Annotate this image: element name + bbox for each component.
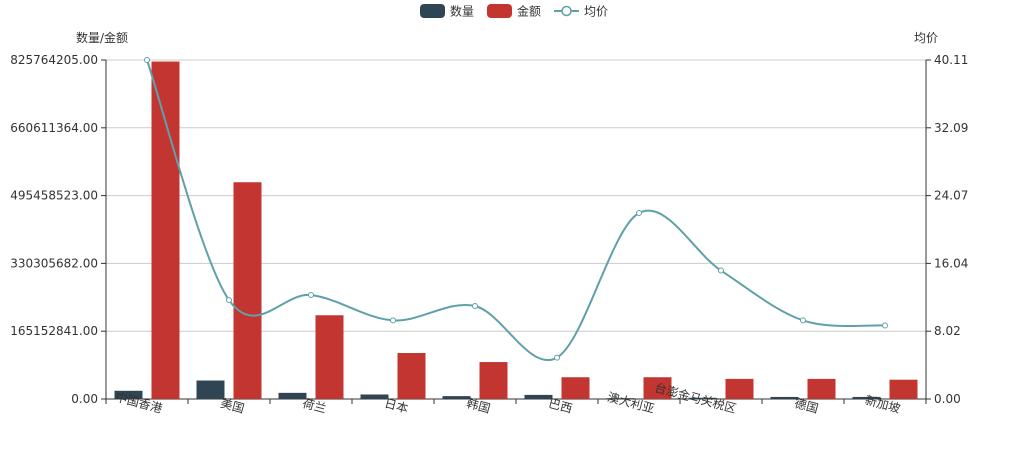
avg-price-point[interactable]	[554, 354, 560, 361]
bar-amount[interactable]	[479, 362, 508, 399]
legend-swatch	[420, 4, 445, 18]
avg-price-point[interactable]	[144, 57, 150, 63]
bar-quantity[interactable]	[606, 398, 635, 399]
avg-price-point[interactable]	[226, 297, 232, 304]
bar-quantity[interactable]	[770, 396, 799, 399]
y-axis-left-label: 数量/金额	[76, 30, 128, 45]
legend[interactable]: 数量 金额 均价	[420, 4, 608, 19]
legend-swatch	[487, 4, 512, 18]
y-axis-right-label: 均价	[914, 31, 938, 45]
bar-amount[interactable]	[561, 377, 590, 399]
avg-price-point[interactable]	[472, 303, 478, 310]
avg-price-point[interactable]	[882, 322, 888, 329]
y-left-tick-label: 330305682.00	[10, 256, 98, 270]
x-tick-label: 日本	[383, 396, 410, 416]
y-right-tick-label: 32.09	[934, 121, 968, 135]
bar-quantity[interactable]	[278, 392, 307, 399]
y-left-tick-label: 0.00	[71, 392, 98, 406]
legend-item-2[interactable]: 均价	[554, 5, 608, 19]
bar-quantity[interactable]	[688, 397, 717, 399]
avg-price-point[interactable]	[718, 267, 724, 274]
bar-quantity[interactable]	[114, 390, 143, 399]
y-right-tick-label: 8.02	[934, 324, 961, 338]
legend-label: 金额	[517, 4, 541, 19]
bar-amount[interactable]	[151, 61, 180, 399]
x-tick-label: 德国	[793, 395, 820, 416]
bar-amount[interactable]	[233, 182, 262, 399]
x-tick-label: 巴西	[547, 396, 574, 416]
gridlines	[106, 59, 926, 400]
bar-quantity[interactable]	[196, 380, 225, 399]
bar-amount[interactable]	[397, 353, 426, 399]
avg-price-line[interactable]	[146, 59, 886, 361]
y-right-tick-label: 40.11	[934, 53, 968, 67]
legend-label: 数量	[450, 4, 474, 19]
bar-series-group	[114, 61, 918, 399]
line-series-group	[144, 57, 888, 361]
avg-price-point[interactable]	[636, 210, 642, 217]
x-tick-label: 荷兰	[301, 396, 328, 416]
y-right-tick-label: 16.04	[934, 256, 968, 270]
y-left-tick-label: 495458523.00	[10, 189, 98, 203]
bar-quantity[interactable]	[360, 394, 389, 399]
legend-item-1[interactable]: 金额	[487, 4, 541, 19]
legend-label: 均价	[584, 5, 608, 19]
bar-quantity[interactable]	[524, 394, 553, 399]
avg-price-point[interactable]	[800, 317, 806, 324]
legend-swatch-marker	[561, 5, 572, 17]
bar-quantity[interactable]	[442, 396, 471, 399]
bar-amount[interactable]	[889, 379, 918, 399]
y-right-tick-label: 24.07	[934, 189, 968, 203]
bar-amount[interactable]	[725, 378, 754, 399]
y-left-tick-label: 165152841.00	[10, 324, 98, 338]
bar-amount[interactable]	[643, 377, 672, 399]
bar-amount[interactable]	[315, 315, 344, 399]
avg-price-point[interactable]	[308, 292, 314, 299]
legend-item-0[interactable]: 数量	[420, 4, 474, 19]
y-right-tick-label: 0.00	[934, 392, 961, 406]
bar-amount[interactable]	[807, 378, 836, 399]
y-left-tick-label: 825764205.00	[10, 53, 98, 67]
x-tick-label: 美国	[219, 396, 246, 416]
avg-price-point[interactable]	[390, 317, 396, 324]
bar-quantity[interactable]	[852, 396, 881, 399]
x-tick-label: 韩国	[465, 395, 492, 416]
y-left-tick-label: 660611364.00	[10, 121, 98, 135]
